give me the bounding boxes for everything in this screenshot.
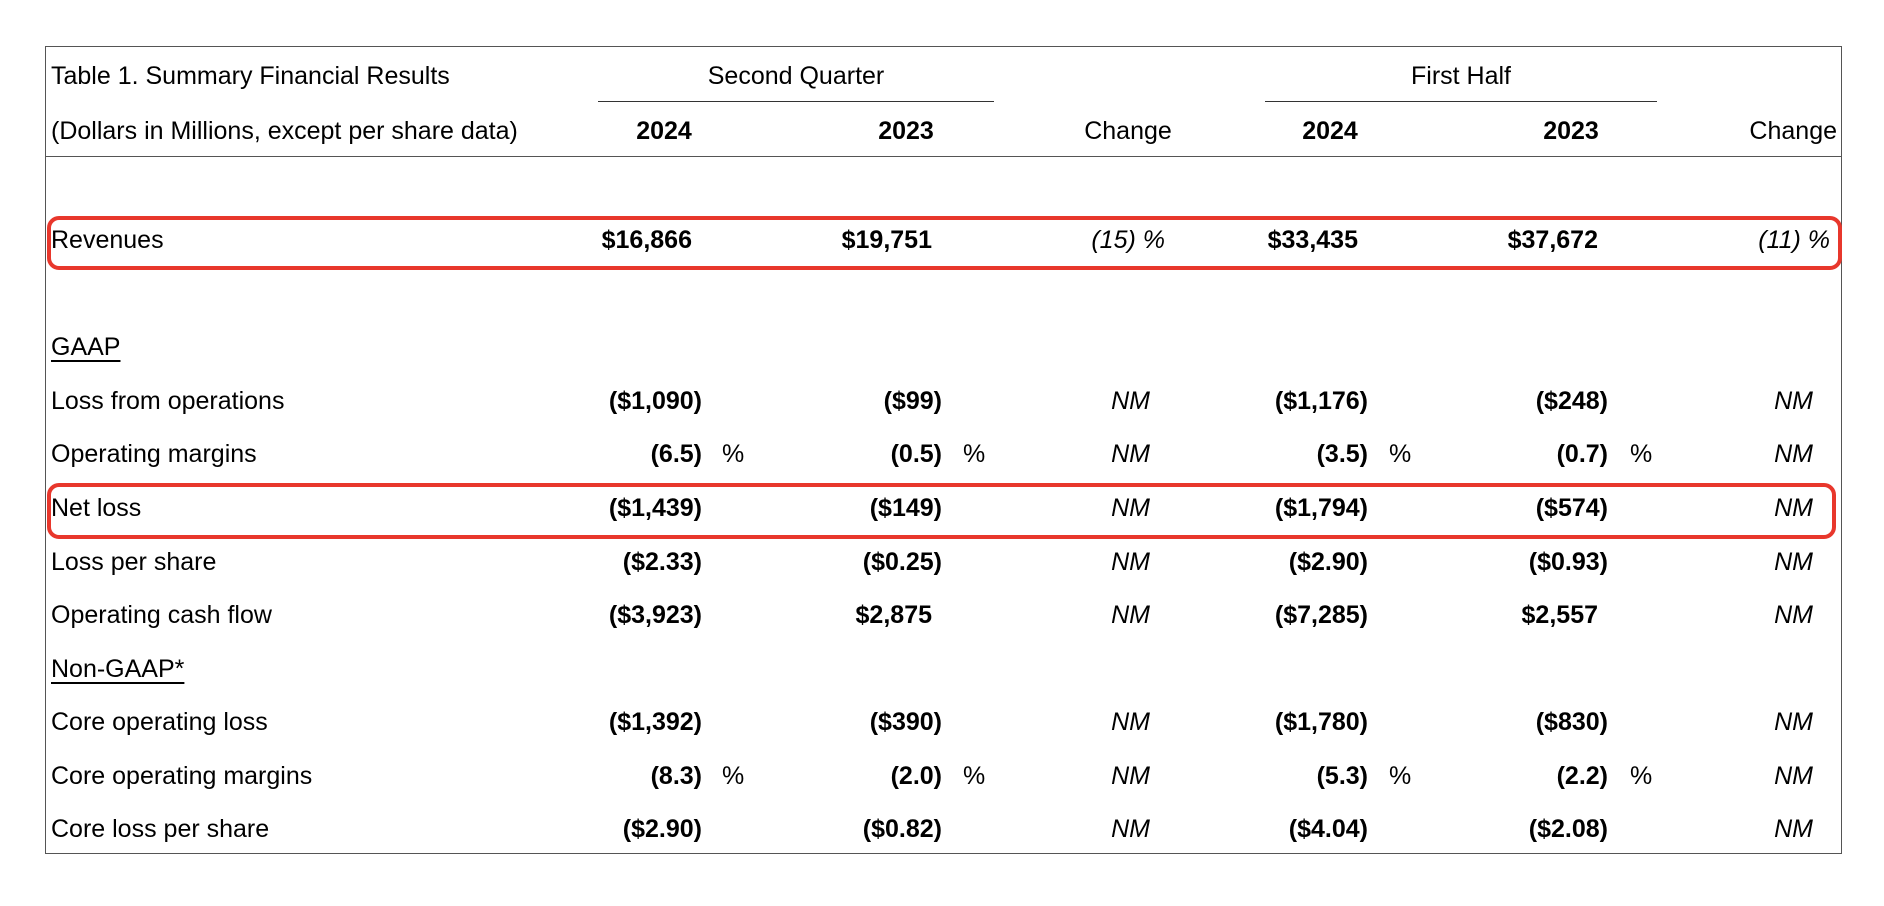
cell-q2-change: NM bbox=[1111, 440, 1150, 468]
cell-h1-change: NM bbox=[1774, 815, 1813, 843]
row-label: Loss per share bbox=[51, 548, 217, 576]
cell-q2-2024: ($2.33) bbox=[622, 548, 702, 576]
cell-q2-2023: (0.5) bbox=[890, 440, 942, 468]
col-header-h1-2023: 2023 bbox=[1543, 117, 1599, 145]
cell-q2-change: NM bbox=[1111, 548, 1150, 576]
cell-q2-change: (15) % bbox=[1091, 226, 1165, 254]
percent-sign: % bbox=[1389, 762, 1412, 790]
cell-h1-change: NM bbox=[1774, 762, 1813, 790]
cell-h1-change: NM bbox=[1774, 387, 1813, 415]
row-label: Operating cash flow bbox=[51, 601, 272, 629]
cell-h1-change: NM bbox=[1774, 548, 1813, 576]
cell-h1-2023: (0.7) bbox=[1556, 440, 1608, 468]
cell-h1-2024: (3.5) bbox=[1316, 440, 1368, 468]
cell-h1-2024: ($7,285) bbox=[1274, 601, 1368, 629]
cell-h1-2024: ($2.90) bbox=[1288, 548, 1368, 576]
cell-q2-change: NM bbox=[1111, 708, 1150, 736]
cell-h1-2023: ($0.93) bbox=[1528, 548, 1608, 576]
cell-h1-2024: ($4.04) bbox=[1288, 815, 1368, 843]
cell-q2-2023: ($149) bbox=[869, 494, 942, 522]
percent-sign: % bbox=[963, 762, 986, 790]
percent-sign: % bbox=[1630, 440, 1653, 468]
cell-h1-2024: ($1,794) bbox=[1274, 494, 1368, 522]
cell-h1-2024: ($1,176) bbox=[1274, 387, 1368, 415]
cell-h1-2023: ($574) bbox=[1535, 494, 1608, 522]
cell-q2-2024: ($1,439) bbox=[608, 494, 702, 522]
percent-sign: % bbox=[722, 762, 745, 790]
group-rule-second-quarter bbox=[598, 101, 994, 102]
row-label: Operating margins bbox=[51, 440, 257, 468]
cell-q2-change: NM bbox=[1111, 601, 1150, 629]
cell-q2-change: NM bbox=[1111, 815, 1150, 843]
col-header-q2-2023: 2023 bbox=[878, 117, 934, 145]
row-label: Core operating loss bbox=[51, 708, 268, 736]
cell-h1-2024: (5.3) bbox=[1316, 762, 1368, 790]
cell-h1-change: NM bbox=[1774, 601, 1813, 629]
cell-q2-2023: $2,875 bbox=[855, 601, 932, 629]
cell-q2-2024: ($1,392) bbox=[608, 708, 702, 736]
cell-h1-2023: (2.2) bbox=[1556, 762, 1608, 790]
cell-h1-change: NM bbox=[1774, 494, 1813, 522]
table-border bbox=[45, 46, 1842, 854]
highlight-box-net-loss bbox=[47, 483, 1836, 539]
group-header-second-quarter: Second Quarter bbox=[707, 62, 885, 90]
table-subtitle: (Dollars in Millions, except per share d… bbox=[51, 117, 518, 145]
cell-q2-change: NM bbox=[1111, 387, 1150, 415]
group-rule-first-half bbox=[1265, 101, 1657, 102]
col-header-h1-change: Change bbox=[1749, 117, 1837, 145]
section-header-non-gaap: Non-GAAP* bbox=[51, 655, 185, 683]
col-header-q2-2024: 2024 bbox=[636, 117, 692, 145]
group-header-first-half: First Half bbox=[1411, 62, 1511, 90]
cell-q2-2024: ($3,923) bbox=[608, 601, 702, 629]
cell-q2-2024: ($2.90) bbox=[622, 815, 702, 843]
header-divider bbox=[45, 156, 1842, 157]
cell-h1-2023: ($2.08) bbox=[1528, 815, 1608, 843]
cell-q2-2024: ($1,090) bbox=[608, 387, 702, 415]
row-label: Loss from operations bbox=[51, 387, 285, 415]
col-header-q2-change: Change bbox=[1084, 117, 1172, 145]
percent-sign: % bbox=[722, 440, 745, 468]
col-header-h1-2024: 2024 bbox=[1302, 117, 1358, 145]
row-label: Core operating margins bbox=[51, 762, 313, 790]
row-label: Core loss per share bbox=[51, 815, 270, 843]
cell-q2-2023: ($99) bbox=[883, 387, 942, 415]
cell-h1-change: NM bbox=[1774, 708, 1813, 736]
percent-sign: % bbox=[1630, 762, 1653, 790]
percent-sign: % bbox=[1389, 440, 1412, 468]
cell-h1-2023: $2,557 bbox=[1521, 601, 1598, 629]
cell-q2-2024: (8.3) bbox=[650, 762, 702, 790]
cell-h1-change: (11) % bbox=[1758, 226, 1830, 254]
highlight-box-revenues bbox=[47, 216, 1842, 270]
cell-h1-2024: $33,435 bbox=[1267, 226, 1358, 254]
section-header-gaap: GAAP bbox=[51, 333, 121, 361]
cell-q2-2023: $19,751 bbox=[841, 226, 932, 254]
cell-q2-2023: ($0.25) bbox=[862, 548, 942, 576]
row-label: Revenues bbox=[51, 226, 164, 254]
cell-q2-2023: ($390) bbox=[869, 708, 942, 736]
cell-h1-change: NM bbox=[1774, 440, 1813, 468]
cell-q2-2023: ($0.82) bbox=[862, 815, 942, 843]
cell-q2-2024: (6.5) bbox=[650, 440, 702, 468]
cell-q2-2024: $16,866 bbox=[601, 226, 692, 254]
percent-sign: % bbox=[963, 440, 986, 468]
cell-h1-2023: $37,672 bbox=[1507, 226, 1598, 254]
cell-h1-2024: ($1,780) bbox=[1274, 708, 1368, 736]
cell-h1-2023: ($830) bbox=[1535, 708, 1608, 736]
cell-h1-2023: ($248) bbox=[1535, 387, 1608, 415]
table-title: Table 1. Summary Financial Results bbox=[51, 62, 450, 90]
cell-q2-2023: (2.0) bbox=[890, 762, 942, 790]
row-label: Net loss bbox=[51, 494, 142, 522]
cell-q2-change: NM bbox=[1111, 762, 1150, 790]
cell-q2-change: NM bbox=[1111, 494, 1150, 522]
